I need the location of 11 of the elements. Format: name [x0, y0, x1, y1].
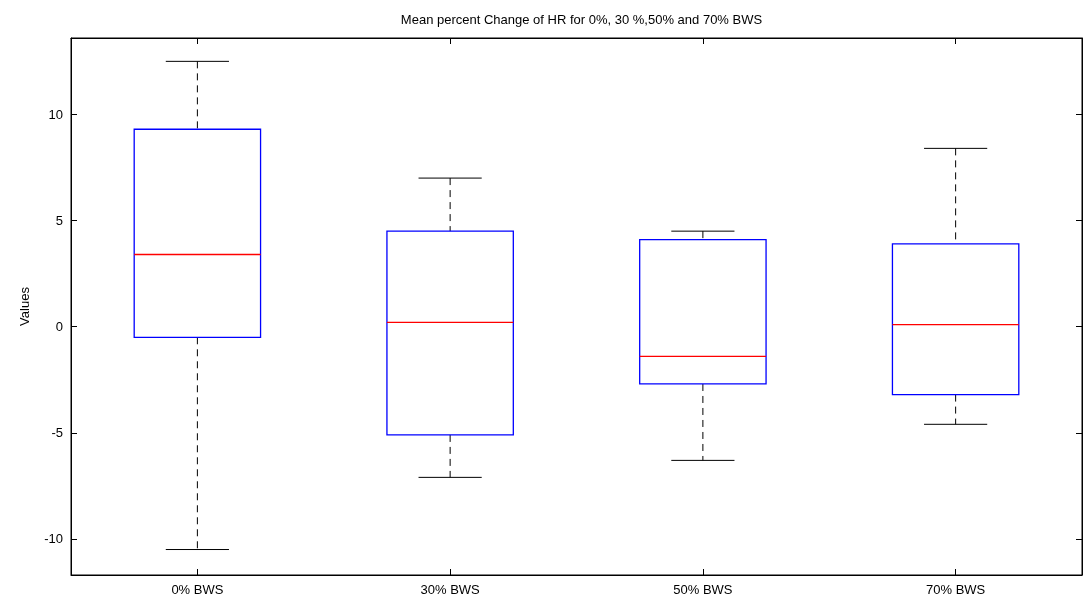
x-tick-label: 70% BWS: [926, 582, 986, 597]
y-tick-label: -10: [44, 531, 63, 547]
y-tick-label: 5: [55, 213, 63, 229]
y-tick-label: -5: [51, 425, 63, 441]
x-tick-label: 30% BWS: [420, 582, 481, 597]
x-tick-label: 0% BWS: [171, 582, 224, 597]
y-tick-label: 10: [48, 106, 63, 122]
x-tick-label: 50% BWS: [673, 582, 733, 597]
y-tick-label: 0: [55, 319, 63, 335]
y-axis-title: Values: [17, 286, 32, 326]
chart-title: Mean percent Change of HR for 0%, 30 %,50% and 70% BWS: [400, 12, 763, 27]
